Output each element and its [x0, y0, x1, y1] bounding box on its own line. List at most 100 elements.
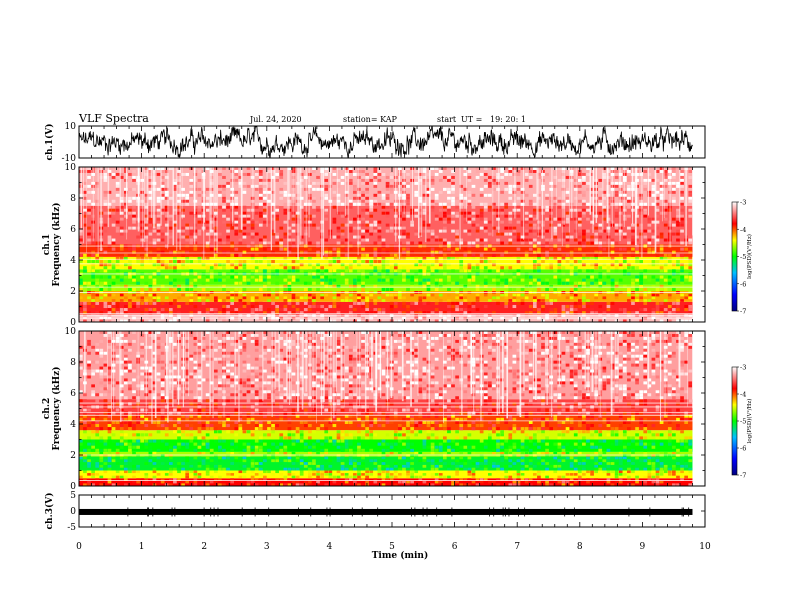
spectrogram-streak: [347, 167, 350, 260]
spectrogram-cell: [254, 266, 259, 270]
spectrogram-cell: [639, 459, 643, 463]
spectrogram-cell: [156, 296, 161, 300]
spectrogram-cell: [582, 287, 586, 291]
spectrogram-cell: [631, 448, 635, 452]
spectrogram-cell: [136, 439, 140, 443]
spectrogram-cell: [226, 217, 230, 221]
spectrogram-cell: [197, 311, 202, 315]
spectrogram-cell: [422, 278, 427, 282]
spectrogram-cell: [422, 181, 427, 185]
spectrogram-cell: [156, 456, 161, 460]
spectrogram-cell: [385, 196, 390, 200]
spectrogram-cell: [545, 451, 549, 455]
spectrogram-cell: [688, 439, 693, 443]
spectrogram-cell: [213, 319, 218, 322]
spectrogram-cell: [152, 275, 157, 279]
spectrogram-cell: [295, 439, 300, 443]
spectrogram-streak: [568, 167, 570, 233]
spectrogram-cell: [295, 269, 300, 273]
spectrogram-cell: [201, 478, 206, 481]
spectrogram-cell: [389, 205, 394, 209]
spectrogram-cell: [545, 293, 549, 297]
spectrogram-cell: [561, 266, 566, 270]
spectrogram-cell: [234, 253, 239, 257]
spectrogram-cell: [598, 223, 603, 227]
spectrogram-cell: [438, 202, 443, 206]
spectrogram-cell: [639, 319, 643, 322]
spectrogram-cell: [230, 480, 235, 484]
spectrogram-cell: [246, 442, 251, 446]
spectrogram-cell: [148, 451, 153, 455]
spectrogram-cell: [430, 445, 435, 449]
spectrogram-cell: [91, 205, 95, 209]
spectrogram-cell: [275, 269, 279, 273]
spectrogram-cell: [528, 229, 533, 233]
spectrogram-cell: [230, 478, 235, 481]
spectrogram-cell: [516, 235, 521, 239]
spectrogram-cell: [569, 478, 574, 481]
spectrogram-cell: [91, 304, 95, 309]
spectrogram-cell: [680, 263, 684, 267]
spectrogram-cell: [467, 250, 472, 254]
spectrogram-cell: [283, 308, 288, 312]
spectrogram-cell: [561, 196, 566, 200]
spectrogram-cell: [573, 448, 578, 452]
spectrogram-cell: [447, 448, 451, 452]
spectrogram-cell: [353, 284, 357, 288]
spectrogram-cell: [250, 462, 255, 465]
spectrogram-cell: [676, 260, 680, 264]
spectrogram-cell: [451, 190, 455, 194]
spectrogram-cell: [87, 238, 91, 242]
spectrogram-cell: [402, 448, 406, 452]
spectrogram-cell: [582, 263, 586, 267]
spectrogram-cell: [553, 167, 558, 170]
spectrogram-cell: [463, 467, 468, 471]
spectrogram-cell: [402, 247, 406, 251]
spectrogram-cell: [590, 241, 594, 245]
spectrogram-cell: [479, 226, 484, 230]
spectrogram-cell: [132, 475, 136, 479]
spectrogram-cell: [267, 220, 271, 224]
spectrogram-cell: [328, 304, 333, 309]
spectrogram-cell: [250, 175, 255, 179]
spectrogram-cell: [586, 467, 590, 471]
spectrogram-cell: [667, 439, 672, 443]
spectrogram-cell: [357, 269, 361, 273]
spectrogram-cell: [622, 217, 627, 221]
spectrogram-cell: [234, 169, 239, 173]
spectrogram-cell: [500, 208, 504, 212]
spectrogram-cell: [111, 299, 116, 302]
spectrogram-cell: [303, 442, 308, 446]
spectrogram-cell: [381, 439, 386, 443]
spectrogram-cell: [455, 459, 459, 463]
spectrogram-cell: [582, 232, 586, 236]
spectrogram-cell: [467, 301, 472, 305]
spectrogram-cell: [79, 296, 83, 300]
spectrogram-cell: [512, 478, 517, 481]
spectrogram-cell: [213, 238, 218, 242]
spectrogram-cell: [627, 205, 631, 209]
spectrogram-cell: [173, 187, 177, 191]
spectrogram-cell: [496, 214, 500, 218]
spectrogram-cell: [83, 304, 87, 309]
spectrogram-cell: [622, 278, 627, 282]
spectrogram-cell: [128, 263, 132, 267]
spectrogram-cell: [598, 464, 603, 468]
spectrogram-cell: [602, 263, 607, 267]
spectrogram-cell: [512, 202, 517, 206]
spectrogram-cell: [459, 238, 464, 242]
spectrogram-cell: [602, 459, 607, 463]
spectrogram-cell: [365, 478, 369, 481]
spectrogram-cell: [667, 299, 672, 302]
spectrogram-cell: [463, 296, 468, 300]
spectrogram-cell: [594, 266, 598, 270]
spectrogram-cell: [234, 266, 239, 270]
spectrogram-cell: [393, 473, 398, 476]
spectrogram-cell: [655, 169, 660, 173]
spectrogram-cell: [144, 256, 149, 260]
spectrogram-cell: [586, 229, 590, 233]
spectrogram-cell: [684, 256, 688, 260]
spectrogram-streak: [147, 167, 149, 221]
spectrogram-cell: [557, 196, 562, 200]
spectrogram-cell: [434, 287, 439, 291]
